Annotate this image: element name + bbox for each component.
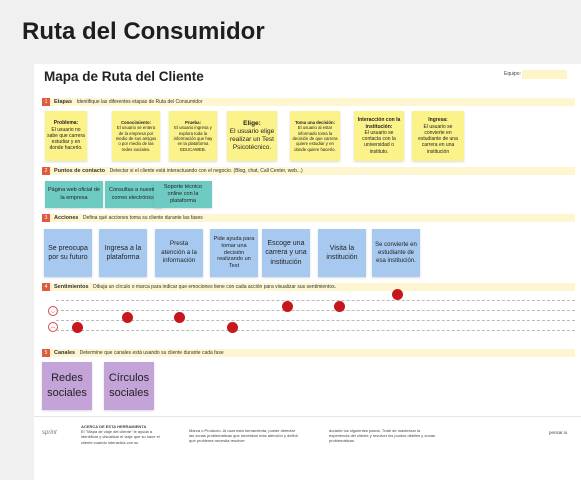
section-number-stages: 1: [42, 98, 50, 106]
section-title: Etapas: [54, 99, 73, 105]
section-band-channels: [42, 349, 575, 357]
stage-title: Toma una decisión:: [294, 119, 336, 125]
channel-note[interactable]: Redes sociales: [42, 362, 92, 410]
section-title: Acciones: [54, 215, 79, 221]
section-title: Canales: [54, 350, 76, 356]
feelings-gridline: [56, 330, 575, 331]
feeling-marker[interactable]: [282, 301, 293, 312]
section-number-actions: 3: [42, 214, 50, 222]
action-note[interactable]: Ingresa a la plataforma: [99, 229, 147, 277]
section-description: Dibuja un círculo o marca para indicar q…: [93, 284, 336, 290]
section-title: Puntos de contacto: [54, 168, 106, 174]
feeling-marker[interactable]: [392, 289, 403, 300]
feelings-gridline: [56, 310, 575, 311]
stage-title: Prueba:: [185, 119, 201, 125]
touchpoint-text: Consultas a nuestro correo electrónico: [109, 187, 158, 201]
feeling-marker[interactable]: [334, 301, 345, 312]
section-heading-touchpoints: Puntos de contacto Detectar si el client…: [54, 167, 303, 175]
stage-note[interactable]: Elige: El usuario elige realizar un Test…: [227, 111, 277, 161]
stage-note[interactable]: Conocimiento: El usuario se entera de la…: [112, 111, 160, 161]
team-label: Equipo:: [504, 71, 521, 77]
action-note[interactable]: Pide ayuda para tomar una decisión reali…: [210, 229, 258, 277]
action-text: Escoge una carrera y una institución: [265, 239, 307, 266]
stage-title: Conocimiento:: [120, 119, 152, 125]
footer-about-text: El "Mapa de viaje del cliente" le ayuda …: [81, 429, 160, 445]
stage-text: El usuario al estar informado toma la de…: [292, 125, 338, 152]
team-input[interactable]: [522, 70, 567, 79]
feeling-marker[interactable]: [227, 322, 238, 333]
action-text: Ingresa a la plataforma: [104, 244, 142, 261]
feelings-gridline: [56, 300, 575, 301]
feelings-markers: [34, 64, 581, 344]
touchpoint-text: Soporte técnico online con la plataforma: [163, 183, 203, 205]
channel-note[interactable]: Círculos sociales: [104, 362, 154, 410]
feeling-marker[interactable]: [122, 312, 133, 323]
stage-note[interactable]: Problema: El usuario no sabe que carrera…: [45, 111, 87, 161]
board-title: Mapa de Ruta del Cliente: [44, 69, 204, 84]
stage-note[interactable]: Toma una decisión: El usuario al estar i…: [290, 111, 340, 161]
touchpoint-note[interactable]: Soporte técnico online con la plataforma: [154, 181, 212, 208]
section-heading-channels: Canales Determine que canales está usand…: [54, 349, 224, 357]
stage-note[interactable]: Ingresa: El usuario se convierte en estu…: [412, 111, 464, 161]
touchpoint-text: Página web oficial de la empresa: [48, 187, 100, 201]
touchpoint-note[interactable]: Consultas a nuestro correo electrónico: [105, 181, 162, 208]
page-title: Ruta del Consumidor: [22, 18, 265, 45]
stage-note[interactable]: Interacción con la institución: El usuar…: [354, 111, 404, 161]
section-title: Sentimientos: [54, 284, 89, 290]
section-description: Detectar si el cliente está interactuand…: [109, 168, 303, 174]
footer-about: ACERCA DE ESTA HERRAMIENTA El "Mapa de v…: [81, 424, 161, 445]
footer-about-title: ACERCA DE ESTA HERRAMIENTA: [81, 424, 147, 429]
section-heading-actions: Acciones Defina qué acciones toma su cli…: [54, 214, 203, 222]
action-text: Visita la institución: [326, 244, 358, 261]
touchpoint-note[interactable]: Página web oficial de la empresa: [45, 181, 103, 208]
section-number-channels: 5: [42, 349, 50, 357]
action-note[interactable]: Se convierte en estudiante de esa instit…: [372, 229, 420, 277]
sad-face-icon: ︵: [48, 322, 58, 332]
section-description: Determine que canales está usando su cli…: [79, 350, 224, 356]
section-number-feelings: 4: [42, 283, 50, 291]
footer-divider: [34, 416, 581, 417]
feeling-marker[interactable]: [174, 312, 185, 323]
section-band-feelings: [42, 283, 575, 291]
footer-col3: durante los siguientes pasos. Trate de m…: [329, 428, 436, 444]
stage-text: El usuario ingresa y explora toda la inf…: [173, 125, 213, 152]
action-note[interactable]: Escoge una carrera y una institución: [262, 229, 310, 277]
feelings-gridline: [56, 320, 575, 321]
feeling-marker[interactable]: [72, 322, 83, 333]
action-text: Se convierte en estudiante de esa instit…: [375, 241, 417, 265]
section-description: Identifique las diferentes etapas de Rut…: [76, 99, 203, 105]
section-heading-feelings: Sentimientos Dibuja un círculo o marca p…: [54, 283, 336, 291]
journey-map-board: Mapa de Ruta del Cliente Equipo: 1 Etapa…: [34, 64, 581, 480]
section-band-touchpoints: [42, 167, 575, 175]
stage-title: Interacción con la institución:: [357, 117, 401, 130]
channel-text: Redes sociales: [47, 371, 87, 399]
stage-text: El usuario elige realizar un Test Psicot…: [229, 127, 275, 152]
stage-text: El usuario se convierte en estudiante de…: [418, 123, 458, 155]
action-text: Presta atención a la información: [161, 240, 197, 265]
section-band-stages: [42, 98, 575, 106]
action-text: Pide ayuda para tomar una decisión reali…: [213, 236, 255, 270]
footer-right-label: pensar.io: [549, 430, 568, 435]
smiley-face-icon: ◡: [48, 306, 58, 316]
action-note[interactable]: Se preocupa por su futuro: [44, 229, 92, 277]
stage-text: El usuario no sabe que carrera estudiar …: [47, 126, 85, 152]
section-number-touchpoints: 2: [42, 167, 50, 175]
stage-text: El usuario se contacta con la universida…: [362, 129, 396, 155]
stage-title: Ingresa:: [428, 117, 448, 124]
action-text: Se preocupa por su futuro: [48, 244, 88, 261]
stage-title: Problema:: [53, 120, 79, 127]
stage-text: El usuario se entera de la empresa por m…: [115, 125, 157, 152]
section-band-actions: [42, 214, 575, 222]
section-description: Defina qué acciones toma su cliente dura…: [83, 215, 203, 221]
action-note[interactable]: Presta atención a la información: [155, 229, 203, 277]
action-note[interactable]: Visita la institución: [318, 229, 366, 277]
section-heading-stages: Etapas Identifique las diferentes etapas…: [54, 98, 203, 106]
footer-col2: Marca o Producto. Al usar esta herramien…: [189, 428, 298, 444]
channel-text: Círculos sociales: [108, 371, 150, 399]
footer-logo: sprint: [42, 430, 57, 436]
stage-note[interactable]: Prueba: El usuario ingresa y explora tod…: [169, 111, 217, 161]
stage-title: Elige:: [243, 119, 261, 127]
